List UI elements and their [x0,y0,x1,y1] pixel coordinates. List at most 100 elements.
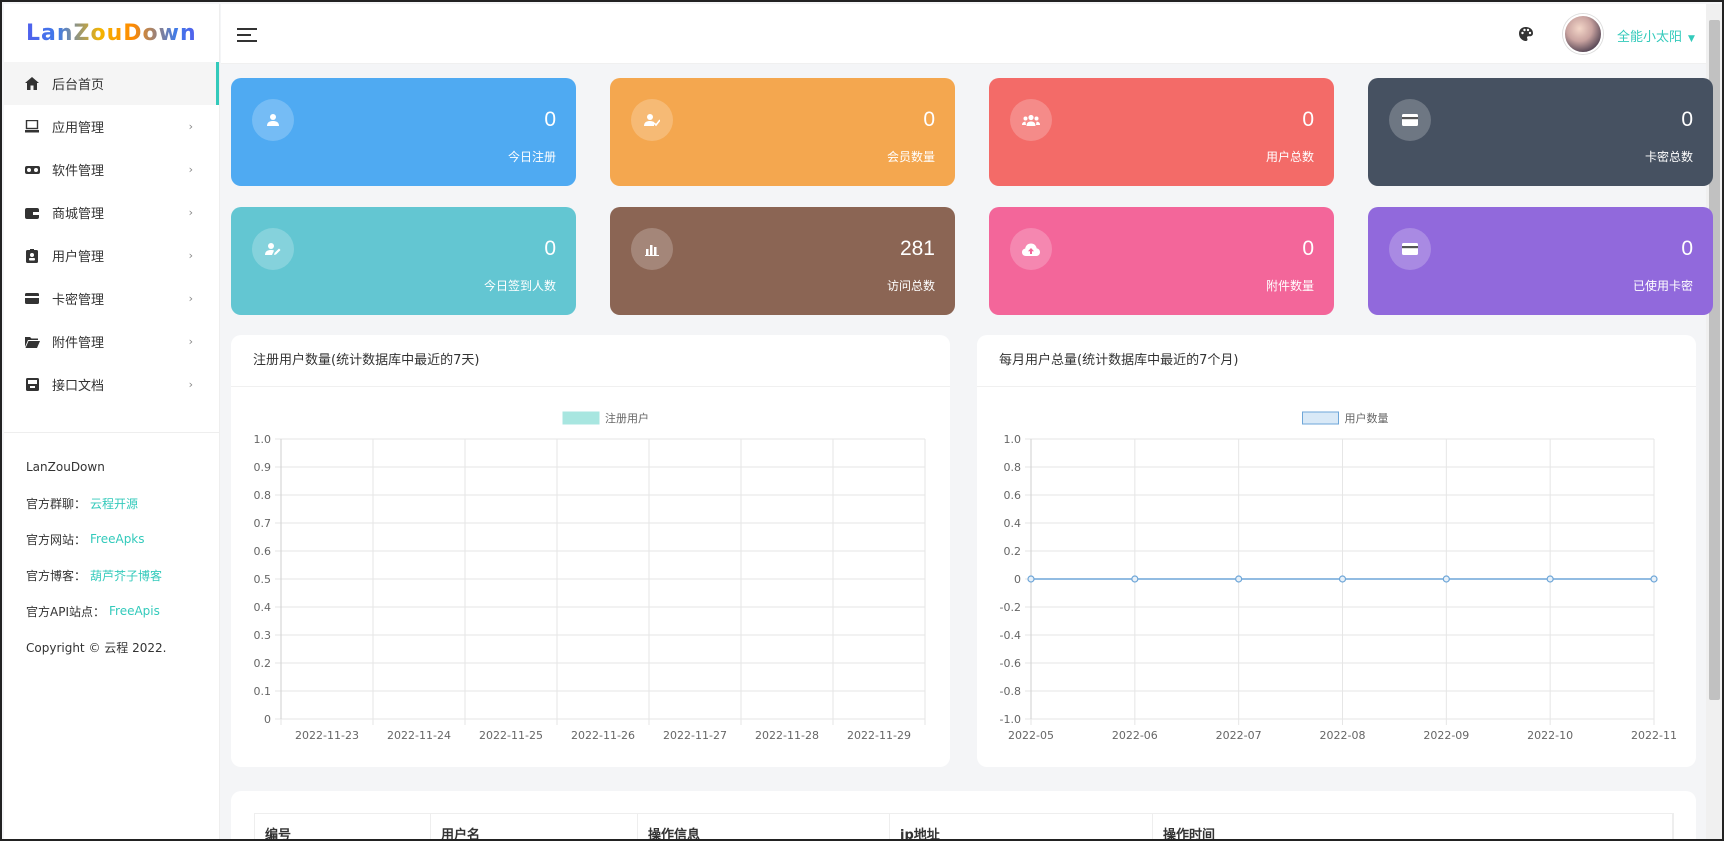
y-tick-label: 0 [1014,573,1021,586]
stat-card: 0 附件数量 [989,207,1334,315]
sidebar-item-software[interactable]: 软件管理 › [4,148,219,191]
scrollbar-thumb[interactable] [1709,20,1720,700]
sidebar-item-users[interactable]: 用户管理 › [4,234,219,277]
chevron-right-icon: › [188,335,193,348]
info-blog-label: 官方博客： [26,568,87,583]
user-menu[interactable]: 全能小太阳 ▼ [1617,26,1695,45]
top-header: 全能小太阳 ▼ [221,4,1706,64]
user-edit-icon [252,228,294,270]
group-link[interactable]: 云程开源 [90,496,139,511]
chart-panel-monthly-users: 每月用户总量(统计数据库中最近的7个月) 用户数量 1.0 0.8 0.6 0.4 0.2… [977,335,1696,767]
y-tick-label: -0.4 [1000,629,1021,642]
y-tick-label: 0.1 [254,685,272,698]
x-tick-label: 2022-11-27 [663,729,727,742]
x-tick-label: 2022-10 [1527,729,1573,742]
x-tick-label: 2022-09 [1423,729,1469,742]
wallet-icon [24,206,40,220]
data-point [1131,575,1139,583]
sidebar-item-label: 商城管理 [52,207,105,222]
data-point [1338,575,1347,583]
menu-toggle-icon[interactable] [237,28,257,46]
y-tick-label: 0.3 [254,629,272,642]
stat-card: 0 已使用卡密 [1368,207,1713,315]
legend-swatch [1302,411,1339,425]
chevron-right-icon: › [188,120,193,133]
info-blog: 官方博客： 葫芦芥子博客 [26,557,219,593]
chart-title: 每月用户总量(统计数据库中最近的7个月) [977,335,1696,387]
chart-panel-registrations: 注册用户数量(统计数据库中最近的7天) 注册用户 1.0 0.9 0.8 0.7 0.6 0… [231,335,950,767]
stat-card: 281 访问总数 [610,207,955,315]
api-link[interactable]: FreeApis [109,604,160,618]
sidebar-item-cards[interactable]: 卡密管理 › [4,277,219,320]
stat-card: 0 卡密总数 [1368,78,1713,186]
chevron-right-icon: › [188,292,193,305]
bar-chart-icon [631,228,673,270]
stat-value: 0 [1302,108,1314,131]
y-tick-label: 0.7 [254,517,272,530]
info-name: LanZouDown [26,460,105,474]
user-check-icon [631,99,673,141]
app-logo[interactable]: LanZouDown [4,4,219,62]
info-api-label: 官方API站点： [26,604,105,619]
stat-value: 0 [1681,108,1693,131]
sidebar-item-apps[interactable]: 应用管理 › [4,105,219,148]
site-link[interactable]: FreeApks [90,532,145,546]
sidebar-info: LanZouDown 官方群聊： 云程开源 官方网站： FreeApks 官方博… [4,433,219,665]
log-table-panel [231,791,1696,839]
bar-chart: 注册用户 1.0 0.9 0.8 0.7 0.6 0.5 0.4 0.3 0.2 0.1 0 2022-… [254,411,926,742]
chevron-right-icon: › [188,163,193,176]
table-header-ip: ip地址 [890,814,1153,839]
y-tick-label: -1.0 [1000,713,1021,726]
chevron-right-icon: › [188,206,193,219]
sidebar-item-label: 用户管理 [52,250,105,265]
stat-value: 0 [544,237,556,260]
stat-card: 0 会员数量 [610,78,955,186]
stat-label: 访问总数 [886,279,935,293]
palette-icon[interactable] [1518,26,1534,46]
caret-down-icon: ▼ [1688,34,1695,44]
sidebar: LanZouDown 后台首页 应用管理 › 软件管理 › [4,4,220,839]
card-icon [1389,99,1431,141]
stat-label: 今日注册 [507,150,556,164]
data-point [1546,575,1554,583]
legend-swatch [562,411,600,425]
folder-icon [24,335,40,349]
legend-label: 用户数量 [1345,411,1389,425]
sidebar-item-attachments[interactable]: 附件管理 › [4,320,219,363]
sidebar-item-shop[interactable]: 商城管理 › [4,191,219,234]
stat-card: 0 今日签到人数 [231,207,576,315]
x-tick-label: 2022-08 [1320,729,1366,742]
legend: 注册用户 [562,411,649,425]
sidebar-item-home[interactable]: 后台首页 [4,62,219,105]
info-site-label: 官方网站： [26,532,87,547]
y-tick-label: 0.2 [1004,545,1022,558]
x-tick-label: 2022-11-26 [571,729,635,742]
sidebar-item-label: 应用管理 [52,121,105,136]
sidebar-item-label: 卡密管理 [52,293,105,308]
sidebar-item-label: 接口文档 [52,379,105,394]
table-header-username: 用户名 [431,814,638,839]
cloud-upload-icon [1010,228,1052,270]
stat-label: 会员数量 [886,150,935,164]
info-api: 官方API站点： FreeApis [26,593,219,629]
avatar[interactable] [1563,14,1603,54]
blog-link[interactable]: 葫芦芥子博客 [90,568,163,583]
y-tick-label: 0.6 [1004,489,1022,502]
y-tick-label: 0.2 [254,657,272,670]
users-icon [1010,99,1052,141]
y-tick-label: -0.6 [1000,657,1021,670]
monitor-icon [24,120,40,134]
chart-title: 注册用户数量(统计数据库中最近的7天) [231,335,950,387]
sidebar-divider [4,432,219,433]
x-tick-label: 2022-11-25 [479,729,543,742]
sidebar-item-api-docs[interactable]: 接口文档 › [4,363,219,406]
table-header-id: 编号 [255,814,431,839]
line-chart: 用户数量 1.0 0.8 0.6 0.4 0.2 0 -0.2 -0.4 -0.6 -0.8 -1.0… [1000,411,1677,742]
y-tick-label: -0.2 [1000,601,1021,614]
stat-label: 用户总数 [1265,150,1314,164]
stat-value: 0 [1302,237,1314,260]
stat-card: 0 今日注册 [231,78,576,186]
info-site: 官方网站： FreeApks [26,521,219,557]
data-point [1235,575,1243,583]
home-icon [24,77,40,91]
